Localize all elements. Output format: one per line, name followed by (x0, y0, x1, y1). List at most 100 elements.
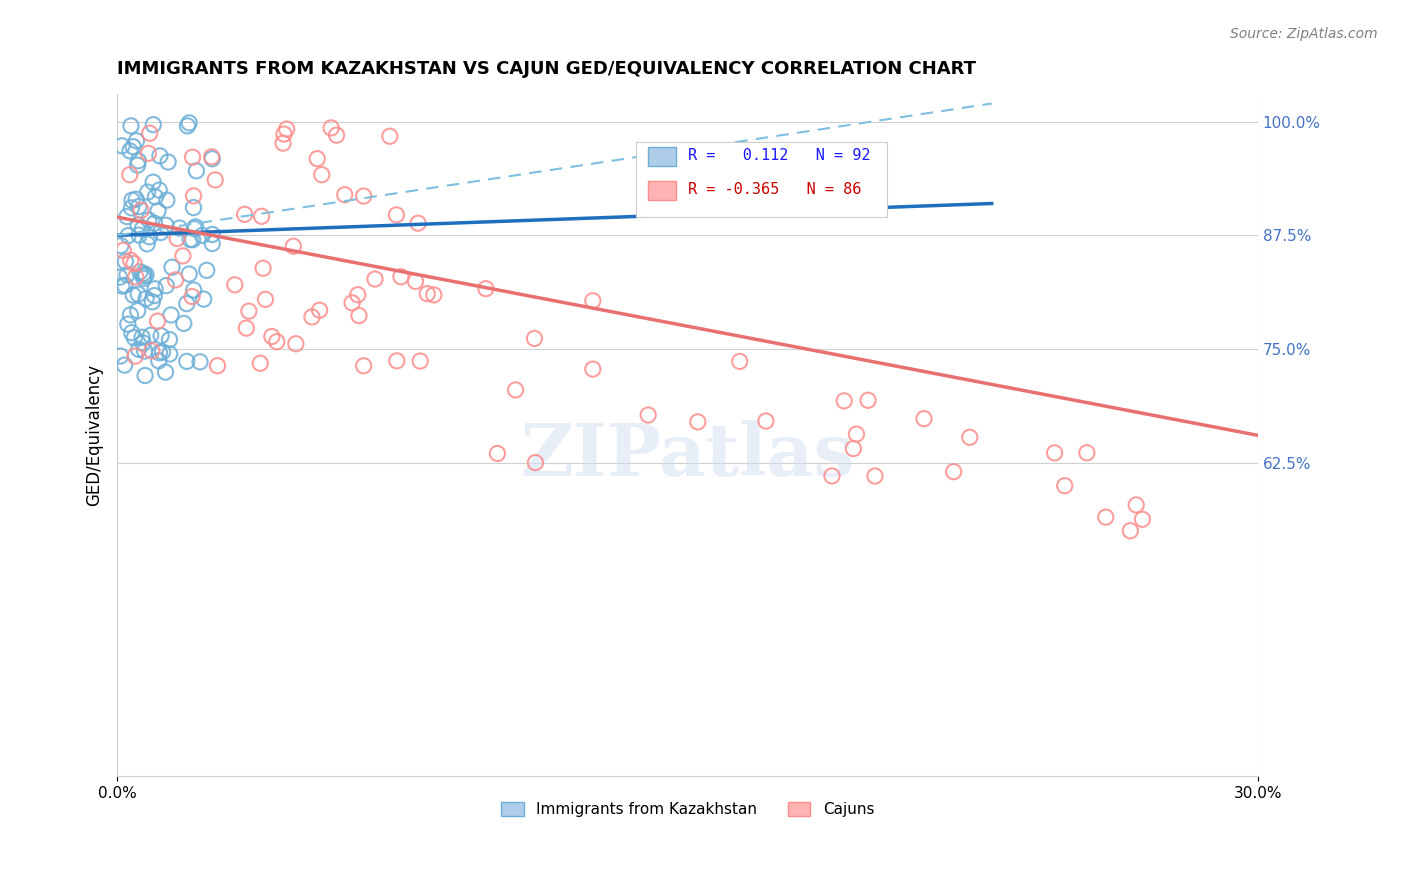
Point (155, 219, 177, 233)
Point (181, 289, 204, 303)
Point (148, 353, 170, 368)
Point (129, 203, 152, 218)
Point (159, 347, 181, 361)
Point (353, 189, 375, 203)
Point (117, 228, 139, 243)
Point (201, 227, 224, 242)
Point (582, 293, 605, 308)
Point (201, 150, 224, 164)
Point (111, 279, 134, 293)
Point (405, 274, 427, 288)
Point (271, 136, 294, 151)
Point (138, 146, 160, 161)
Point (942, 465, 965, 479)
Point (378, 129, 401, 144)
Point (131, 330, 153, 344)
Point (179, 267, 201, 281)
Point (207, 359, 229, 373)
Legend: Immigrants from Kazakhstan, Cajuns: Immigrants from Kazakhstan, Cajuns (495, 796, 880, 823)
Point (155, 278, 177, 293)
Point (139, 328, 162, 343)
Point (184, 219, 207, 234)
Point (276, 122, 298, 136)
Point (186, 164, 208, 178)
Point (1125, 498, 1147, 512)
Point (1053, 479, 1076, 493)
Text: IMMIGRANTS FROM KAZAKHSTAN VS CAJUN GED/EQUIVALENCY CORRELATION CHART: IMMIGRANTS FROM KAZAKHSTAN VS CAJUN GED/… (117, 60, 976, 78)
Point (150, 328, 173, 343)
Point (416, 286, 439, 301)
Point (863, 469, 886, 483)
Point (385, 208, 408, 222)
Point (254, 293, 277, 307)
Point (183, 283, 205, 297)
Point (176, 296, 198, 310)
Point (112, 244, 135, 258)
Point (122, 139, 145, 153)
Bar (648, 147, 676, 166)
Point (308, 303, 330, 318)
Point (172, 249, 194, 263)
Point (132, 271, 155, 285)
Point (385, 354, 408, 368)
Point (325, 128, 347, 143)
Point (423, 288, 446, 302)
Point (143, 282, 166, 296)
Point (135, 268, 157, 282)
Point (1076, 446, 1098, 460)
Point (321, 120, 343, 135)
Point (108, 270, 131, 285)
Point (409, 354, 432, 368)
Point (148, 183, 170, 197)
Point (233, 207, 256, 221)
Text: Source: ZipAtlas.com: Source: ZipAtlas.com (1230, 27, 1378, 41)
Point (138, 229, 160, 244)
Point (188, 355, 211, 369)
Point (128, 228, 150, 243)
Point (156, 193, 179, 207)
Point (183, 189, 205, 203)
Point (1043, 446, 1066, 460)
Point (118, 168, 141, 182)
Point (347, 309, 370, 323)
FancyBboxPatch shape (636, 142, 887, 217)
Point (346, 287, 368, 301)
Point (284, 336, 307, 351)
Point (125, 270, 148, 285)
Point (201, 152, 224, 166)
Point (364, 272, 387, 286)
Point (353, 359, 375, 373)
Point (842, 442, 865, 456)
Text: R =   0.112   N = 92: R = 0.112 N = 92 (688, 148, 870, 163)
Point (114, 358, 136, 372)
Point (120, 253, 142, 268)
Point (755, 414, 778, 428)
Point (141, 343, 163, 358)
Point (266, 334, 288, 349)
Point (191, 228, 214, 243)
Point (115, 210, 138, 224)
Point (136, 185, 159, 199)
Point (195, 263, 218, 277)
Point (260, 329, 283, 343)
Point (204, 173, 226, 187)
Point (110, 349, 132, 363)
Point (121, 193, 143, 207)
Point (169, 221, 191, 235)
Point (179, 233, 201, 247)
Point (1119, 524, 1142, 538)
Point (132, 266, 155, 280)
Point (149, 149, 172, 163)
Point (912, 411, 935, 425)
Bar (648, 181, 676, 200)
Point (201, 236, 224, 251)
Point (283, 239, 305, 253)
Point (505, 383, 527, 397)
Point (115, 268, 138, 282)
Point (132, 335, 155, 350)
Point (193, 292, 215, 306)
Point (136, 236, 159, 251)
Point (149, 226, 172, 240)
Point (406, 216, 429, 230)
Point (138, 213, 160, 227)
